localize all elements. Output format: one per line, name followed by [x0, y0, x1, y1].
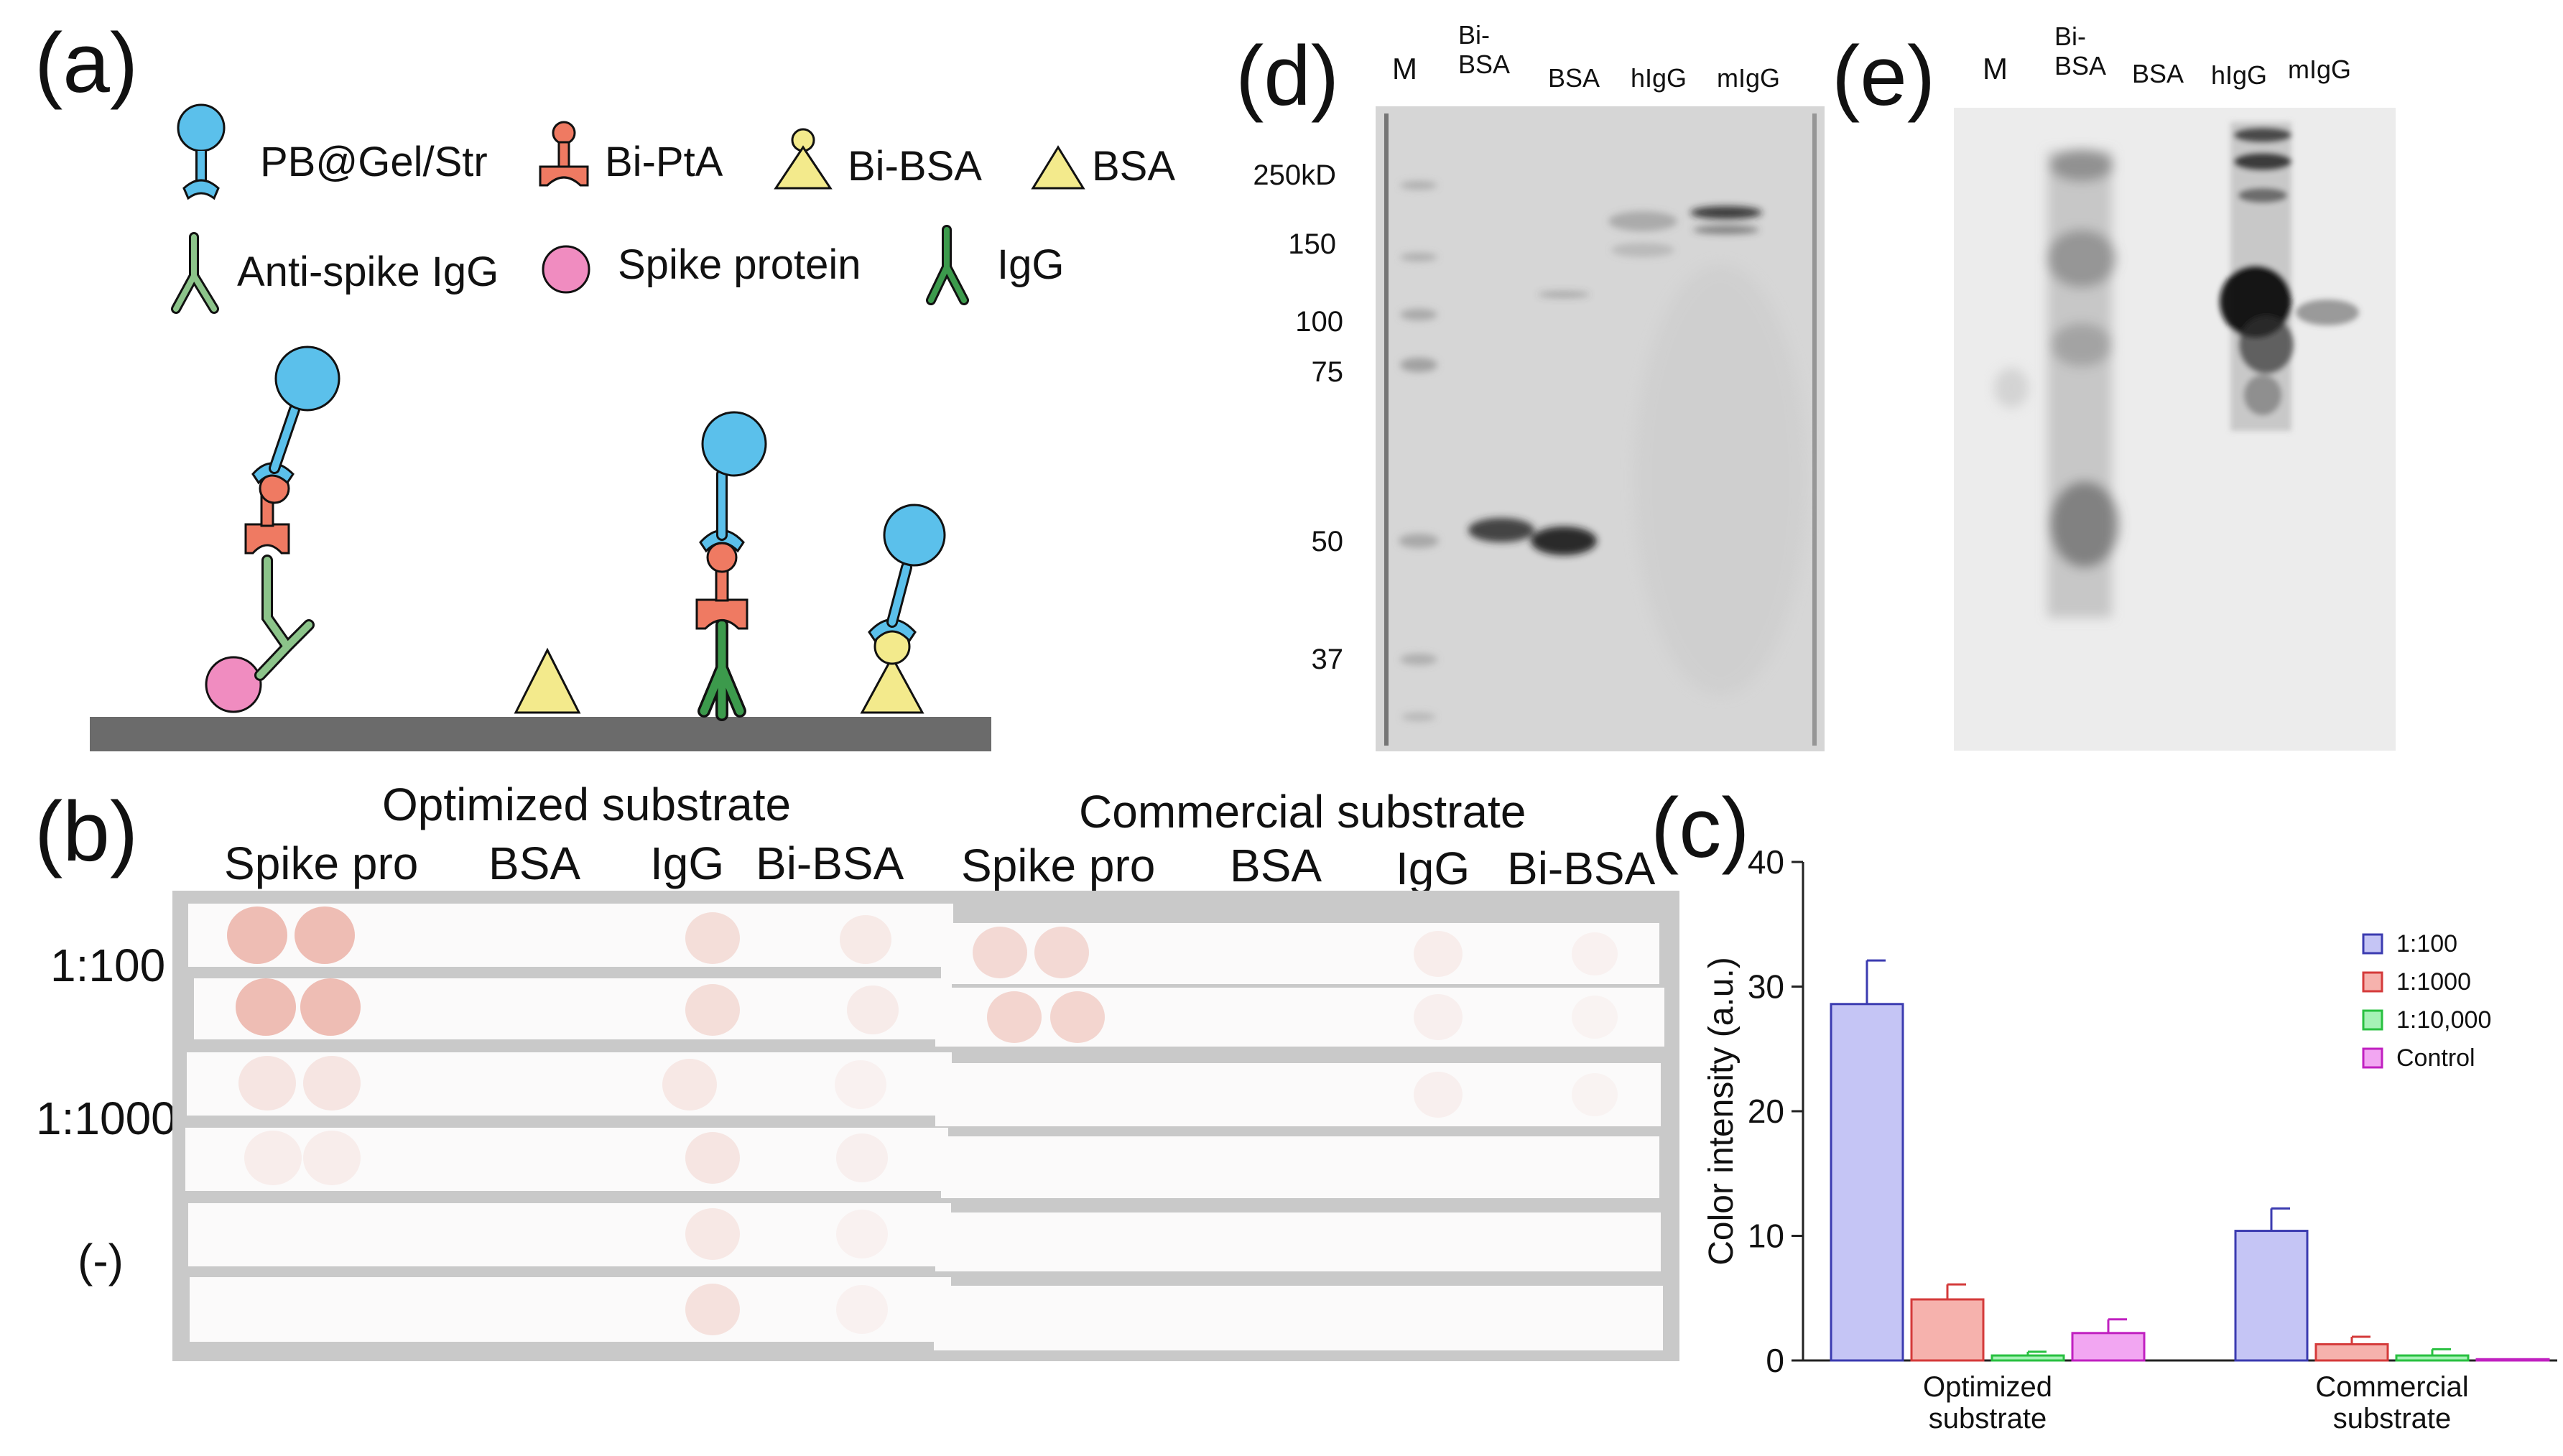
panel-a-label: (a) [34, 16, 139, 111]
gel-d-image [1376, 106, 1825, 751]
legend-bi-pta: Bi-PtA [605, 139, 723, 185]
mw-250: 250kD [1253, 159, 1336, 191]
bar [2314, 1343, 2389, 1362]
y-tick-label: 40 [1748, 848, 1784, 881]
assembly-spike [205, 346, 340, 713]
legend-igg: IgG [997, 241, 1065, 288]
gel-d-lane-m: M [1392, 52, 1417, 85]
bar [2395, 1354, 2470, 1362]
legend-pb-gel-str: PB@Gel/Str [260, 139, 488, 185]
col-igg-opt: IgG [650, 838, 725, 889]
row-1-1000: 1:1000 [36, 1093, 177, 1144]
dots-commercial [973, 927, 1618, 1118]
title-commercial-substrate: Commercial substrate [1079, 786, 1526, 838]
bar [1990, 1354, 2065, 1362]
y-tick-label: 0 [1766, 1342, 1784, 1379]
panel-c-chart: 0 10 20 30 40 Color intensity (a.u.) Optimized… [1702, 848, 2557, 1434]
bi-pta-icon [539, 121, 589, 187]
mw-100: 100 [1295, 306, 1343, 338]
legend-spike-protein: Spike protein [618, 241, 861, 288]
y-tick-label: 20 [1748, 1093, 1784, 1130]
col-bi-bsa-opt: Bi-BSA [756, 838, 904, 889]
bsa-icon [1031, 145, 1085, 190]
legend-swatch [2362, 1009, 2383, 1031]
blot-e-image [1954, 108, 2396, 751]
col-bi-bsa-com: Bi-BSA [1507, 843, 1656, 894]
commercial-strips [934, 923, 1664, 1350]
gel-d-lane-bi-bsa: Bi- BSA [1458, 20, 1511, 80]
legend-anti-spike-igg: Anti-spike IgG [237, 249, 499, 295]
gel-e-lane-m: M [1983, 52, 2008, 85]
row-1-100: 1:100 [50, 940, 166, 991]
pb-gel-str-icon [177, 103, 226, 200]
panel-b-label: (b) [34, 784, 139, 879]
bar [1910, 1298, 1985, 1362]
mw-37: 37 [1311, 644, 1344, 675]
gel-e-lane-higg: hIgG [2211, 60, 2268, 90]
substrate-bar [90, 717, 991, 751]
bar [2475, 1358, 2550, 1362]
legend-bsa: BSA [1092, 143, 1176, 190]
gel-e-lane-bsa: BSA [2132, 59, 2184, 88]
col-bsa-opt: BSA [488, 838, 581, 889]
bar [2234, 1230, 2309, 1362]
row-negative: (-) [78, 1235, 124, 1286]
col-spike-pro-opt: Spike pro [224, 838, 419, 889]
panel-c-label: (c) [1651, 781, 1750, 876]
col-spike-pro-com: Spike pro [961, 840, 1156, 891]
igg-icon [926, 225, 969, 305]
legend-label: 1:100 [2396, 930, 2457, 957]
category-label: Optimized [1923, 1371, 2052, 1403]
assembly-bsa [514, 647, 581, 714]
legend-label: Control [2396, 1044, 2475, 1072]
gel-e-lane-bi-bsa: Bi- BSA [2054, 22, 2107, 81]
panel-a-schematic [90, 103, 1085, 751]
legend-swatch [2362, 1047, 2383, 1069]
dots-optimized [227, 906, 899, 1335]
optimized-strips [185, 904, 953, 1342]
spike-protein-icon [542, 245, 590, 294]
legend-bi-bsa: Bi-BSA [848, 143, 982, 190]
category-label: substrate [2333, 1403, 2452, 1434]
anti-spike-igg-icon [171, 232, 219, 314]
col-bsa-com: BSA [1230, 840, 1322, 891]
bar [2071, 1332, 2146, 1362]
panel-b-strips [172, 891, 1679, 1361]
gel-d-lane-higg: hIgG [1631, 63, 1687, 93]
mw-150: 150 [1288, 228, 1336, 260]
title-optimized-substrate: Optimized substrate [382, 779, 792, 830]
gel-d-lane-bsa: BSA [1548, 63, 1600, 93]
category-label: substrate [1929, 1403, 2047, 1434]
legend-swatch [2362, 971, 2383, 993]
panel-d-label: (d) [1236, 29, 1340, 124]
legend-label: 1:1000 [2396, 968, 2471, 996]
gel-e-lane-migg: mIgG [2288, 55, 2352, 84]
legend-swatch [2362, 933, 2383, 955]
col-igg-com: IgG [1396, 843, 1470, 894]
y-tick-label: 10 [1748, 1218, 1784, 1255]
bi-bsa-icon [774, 128, 833, 190]
category-label: Commercial [2315, 1371, 2468, 1403]
mw-50: 50 [1311, 526, 1344, 557]
assembly-bi-bsa [860, 504, 946, 714]
y-axis-label: Color intensity (a.u.) [1702, 957, 1741, 1266]
gel-d-lane-migg: mIgG [1717, 63, 1781, 93]
mw-75: 75 [1311, 356, 1344, 388]
legend-label: 1:10,000 [2396, 1006, 2491, 1034]
panel-e-label: (e) [1832, 29, 1936, 124]
y-tick-label: 30 [1748, 968, 1784, 1006]
assembly-igg [695, 411, 767, 721]
bar [1830, 1003, 1904, 1362]
